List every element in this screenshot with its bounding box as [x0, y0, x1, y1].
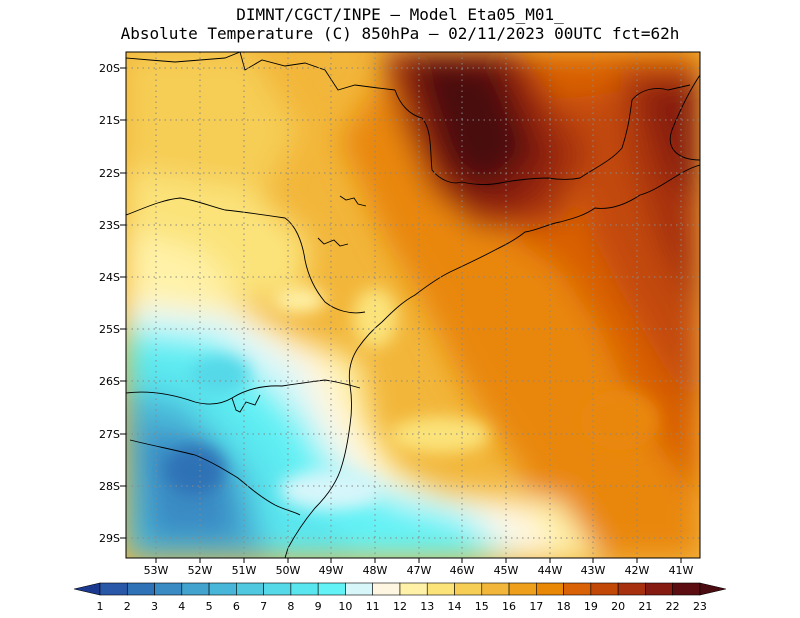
colorbar-swatch: [372, 582, 401, 596]
lon-label: 47W: [407, 564, 432, 577]
colorbar-label: 13: [420, 600, 434, 613]
lon-label: 53W: [144, 564, 169, 577]
colorbar-swatch: [508, 582, 537, 596]
lon-label: 50W: [276, 564, 301, 577]
colorbar-label: 19: [584, 600, 598, 613]
lon-label: 41W: [669, 564, 694, 577]
colorbar-swatch: [590, 582, 619, 596]
lon-label: 44W: [538, 564, 563, 577]
colorbar-swatch: [126, 582, 155, 596]
lon-label: 49W: [319, 564, 344, 577]
colorbar-label: 5: [206, 600, 213, 613]
lat-label: 21S: [99, 114, 120, 127]
colorbar-label: 18: [557, 600, 571, 613]
colorbar-swatch: [672, 582, 701, 596]
colorbar-label: 9: [315, 600, 322, 613]
colorbar-labels: 1 2 3 4 5 6 7 8 9 10 11 12 13 14 15 16 1…: [97, 600, 707, 613]
lat-label: 22S: [99, 167, 120, 180]
colorbar-label: 12: [393, 600, 407, 613]
colorbar-swatch: [263, 582, 292, 596]
lat-label: 27S: [99, 428, 120, 441]
colorbar-swatch: [454, 582, 483, 596]
colorbar-swatch: [290, 582, 319, 596]
coastline-borders: [126, 52, 700, 558]
colorbar-swatch: [181, 582, 210, 596]
colorbar-label: 8: [287, 600, 294, 613]
colorbar-swatch: [617, 582, 646, 596]
colorbar-swatch: [563, 582, 592, 596]
temperature-field: [126, 52, 700, 558]
colorbar-label: 23: [693, 600, 707, 613]
colorbar-swatch: [317, 582, 346, 596]
colorbar-swatch: [208, 582, 237, 596]
colorbar-swatch: [99, 582, 128, 596]
colorbar-label: 1: [97, 600, 104, 613]
lat-label: 20S: [99, 62, 120, 75]
colorbar-label: 20: [611, 600, 625, 613]
colorbar-swatch: [645, 582, 673, 596]
colorbar-label: 16: [502, 600, 516, 613]
map-frame: [125, 51, 701, 559]
lat-label: 24S: [99, 271, 120, 284]
colorbar-swatch: [481, 582, 510, 596]
colorbar-swatch: [699, 582, 727, 596]
lat-label: 25S: [99, 323, 120, 336]
axis-ticks: [120, 67, 682, 563]
title-line-1: DIMNT/CGCT/INPE — Model Eta05_M01_: [236, 5, 564, 24]
colorbar-label: 15: [475, 600, 489, 613]
colorbar-swatch: [536, 582, 564, 596]
lat-label: 28S: [99, 480, 120, 493]
lon-label: 45W: [494, 564, 519, 577]
lat-label: 29S: [99, 532, 120, 545]
colorbar-swatch: [345, 582, 373, 596]
title-line-2: Absolute Temperature (C) 850hPa — 02/11/…: [120, 24, 680, 43]
colorbar-label: 7: [260, 600, 267, 613]
graticule: [126, 52, 700, 558]
colorbar: [73, 582, 727, 596]
colorbar-swatch: [426, 582, 455, 596]
colorbar-swatch: [73, 582, 101, 596]
colorbar-label: 2: [124, 600, 131, 613]
lat-label: 26S: [99, 375, 120, 388]
colorbar-label: 22: [666, 600, 680, 613]
colorbar-swatch: [399, 582, 428, 596]
colorbar-label: 10: [338, 600, 352, 613]
colorbar-label: 6: [233, 600, 240, 613]
colorbar-label: 14: [448, 600, 462, 613]
colorbar-label: 4: [178, 600, 185, 613]
colorbar-swatch: [236, 582, 264, 596]
colorbar-label: 3: [151, 600, 158, 613]
lon-label: 51W: [232, 564, 257, 577]
lon-label: 42W: [625, 564, 650, 577]
lat-label: 23S: [99, 219, 120, 232]
colorbar-swatch: [154, 582, 183, 596]
colorbar-label: 21: [638, 600, 652, 613]
lon-label: 52W: [188, 564, 213, 577]
lon-label: 48W: [363, 564, 388, 577]
lon-label: 43W: [581, 564, 606, 577]
lon-label: 46W: [450, 564, 475, 577]
colorbar-label: 17: [529, 600, 543, 613]
colorbar-label: 11: [366, 600, 380, 613]
